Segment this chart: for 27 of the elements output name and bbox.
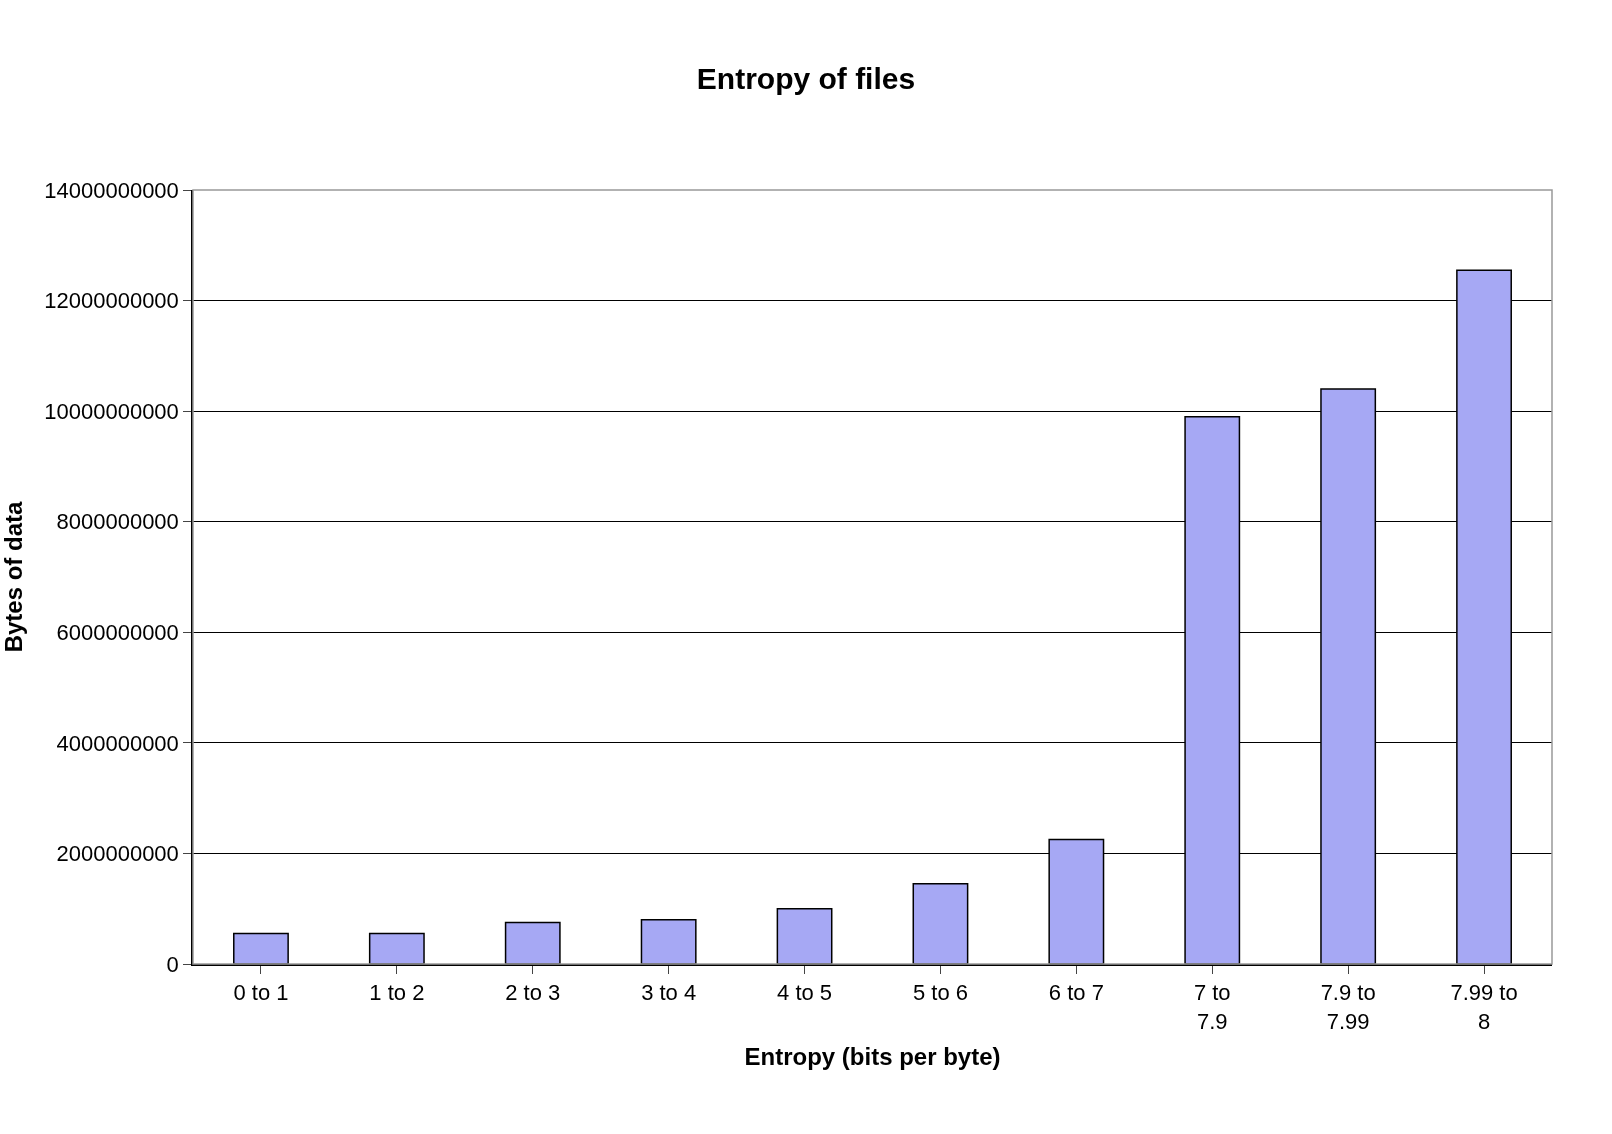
x-tick-label: 6 to 7 — [1048, 980, 1104, 1006]
x-tick-label: 5 to 6 — [912, 980, 968, 1006]
y-tick-label: 2000000000 — [56, 841, 179, 867]
x-tick-label: 3 to 4 — [641, 980, 697, 1006]
x-tick-label: 7.9 to 7.99 — [1320, 980, 1376, 1034]
bar — [776, 907, 833, 964]
y-tick-label: 6000000000 — [56, 619, 179, 645]
bar — [912, 883, 969, 964]
bar — [368, 932, 425, 964]
y-tick-label: 12000000000 — [44, 288, 179, 314]
x-tick-label: 0 to 1 — [233, 980, 289, 1006]
x-tick-label: 7.99 to 8 — [1450, 980, 1518, 1034]
y-tick-label: 10000000000 — [44, 398, 179, 424]
x-tick-label: 2 to 3 — [505, 980, 561, 1006]
bar — [640, 919, 697, 964]
bar — [233, 932, 289, 964]
x-tick-label: 1 to 2 — [369, 980, 425, 1006]
y-tick-label: 0 — [166, 951, 179, 977]
y-axis-title: Bytes of data — [0, 501, 27, 653]
y-tick-label: 14000000000 — [44, 177, 179, 203]
y-tick-label: 4000000000 — [56, 730, 179, 756]
chart-title: Entropy of files — [696, 62, 916, 96]
x-axis-title: Entropy (bits per byte) — [744, 1042, 1001, 1070]
x-tick-label: 4 to 5 — [777, 980, 833, 1006]
x-tick-label: 7 to 7.9 — [1193, 980, 1231, 1034]
bar — [504, 921, 561, 964]
y-tick-label: 8000000000 — [56, 509, 179, 535]
